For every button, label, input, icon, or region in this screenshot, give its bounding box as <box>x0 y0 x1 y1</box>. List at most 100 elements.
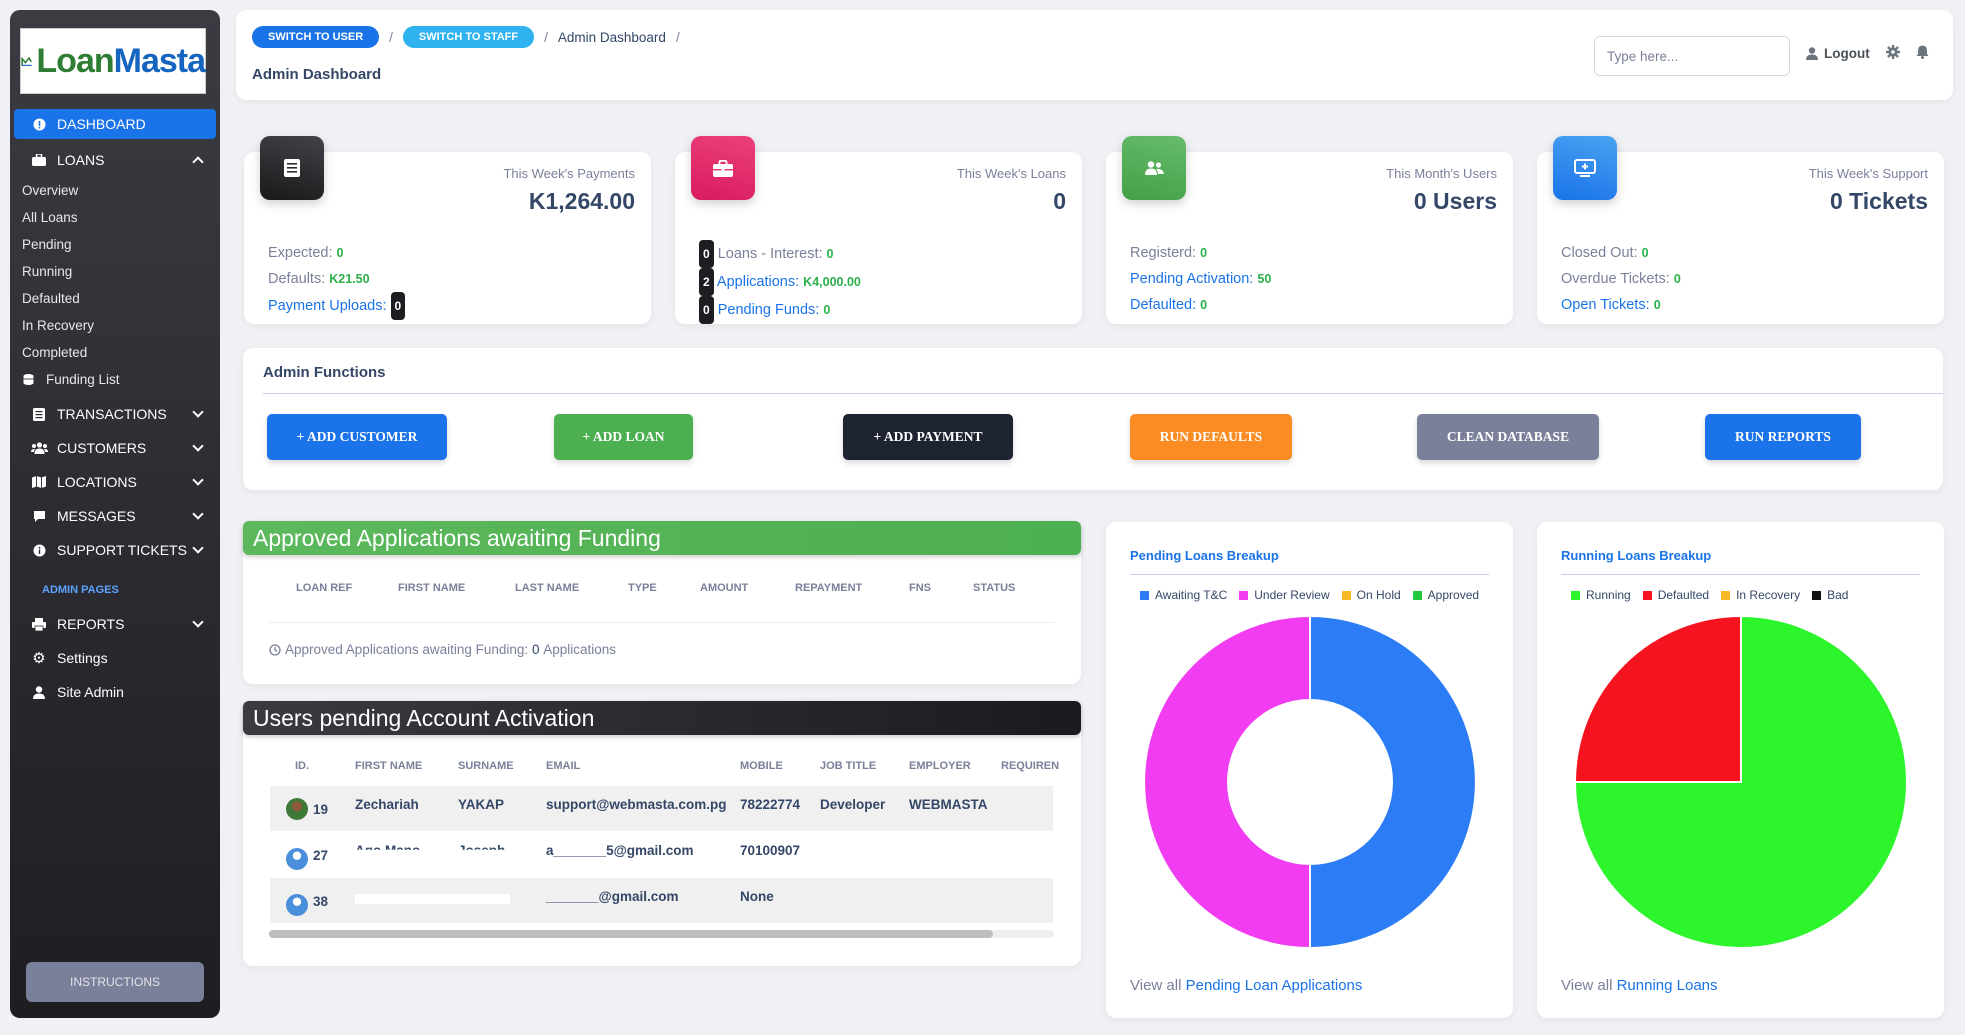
legend-label: Under Review <box>1254 588 1330 602</box>
sidebar-subitem-pending[interactable]: Pending <box>22 237 72 252</box>
pending-loan-applications-link[interactable]: Pending Loan Applications <box>1185 977 1363 994</box>
count-badge: 2 <box>699 268 714 296</box>
stat-value: 0 Tickets <box>1829 188 1928 214</box>
column-header: FIRST NAME <box>398 582 466 594</box>
chart-title: Pending Loans Breakup <box>1130 548 1279 563</box>
breadcrumb-separator: / <box>544 29 548 45</box>
instructions-button[interactable]: INSTRUCTIONS <box>26 962 204 1002</box>
defaulted-users-link[interactable]: Defaulted: <box>1130 297 1197 313</box>
pending-activation-link[interactable]: Pending Activation: <box>1130 271 1254 287</box>
chevron-down-icon <box>192 474 204 486</box>
sidebar-subitem-defaulted[interactable]: Defaulted <box>22 291 80 306</box>
gear-icon: ⚙ <box>32 650 46 667</box>
view-all-prefix: View all <box>1130 977 1182 994</box>
briefcase-icon <box>691 136 755 200</box>
brand-logo[interactable]: LoanMasta <box>20 28 206 94</box>
breadcrumb-current: Admin Dashboard <box>557 29 666 45</box>
cell-job-title: Developer <box>820 797 886 812</box>
settings-gear-icon[interactable] <box>1886 45 1900 64</box>
pie-slice-running[interactable] <box>1573 614 1908 949</box>
chart-legend: Awaiting T&C Under Review On Hold Approved <box>1140 588 1491 602</box>
sidebar-subitem-funding-list[interactable]: Funding List <box>10 366 220 393</box>
loans-interest-label: Loans - Interest: <box>717 246 823 262</box>
cell-email: a_______5@gmail.com <box>546 843 694 858</box>
legend-item[interactable]: Defaulted <box>1642 588 1710 602</box>
switch-to-user-button[interactable]: SWITCH TO USER <box>252 26 380 48</box>
sidebar-item-transactions[interactable]: TRANSACTIONS <box>10 397 220 431</box>
cell-employer: WEBMASTA <box>909 797 988 812</box>
loans-stat-card: This Week's Loans 0 0 Loans - Interest: … <box>675 136 1082 324</box>
column-header: REPAYMENT <box>795 582 863 594</box>
running-loans-link[interactable]: Running Loans <box>1616 977 1718 994</box>
users-stat-card: This Month's Users 0 Users Registerd: 0 … <box>1106 136 1513 324</box>
stat-label: This Week's Payments <box>503 166 635 181</box>
topbar: SWITCH TO USER / SWITCH TO STAFF / Admin… <box>236 10 1953 100</box>
sidebar-item-messages[interactable]: MESSAGES <box>10 499 220 533</box>
search-input[interactable] <box>1594 36 1790 76</box>
legend-swatch <box>1412 590 1422 600</box>
cell-mobile: 78222774 <box>740 797 801 812</box>
sidebar-subitem-running[interactable]: Running <box>22 264 73 279</box>
add-payment-button[interactable]: + ADD PAYMENT <box>843 414 1013 460</box>
column-header: MOBILE <box>740 760 783 772</box>
table-row[interactable]: 38 _______@gmail.com None <box>270 878 1053 923</box>
sidebar-item-reports[interactable]: REPORTS <box>10 607 220 641</box>
sidebar-subitem-completed[interactable]: Completed <box>22 345 88 360</box>
legend-item[interactable]: On Hold <box>1341 588 1401 602</box>
cell-id: 19 <box>313 802 329 817</box>
payment-uploads-link[interactable]: Payment Uploads: <box>268 298 387 314</box>
support-monitor-icon <box>1553 136 1617 200</box>
column-header: REQUIREN <box>1001 760 1060 772</box>
table-row[interactable]: 19 Zechariah YAKAP support@webmasta.com.… <box>270 786 1053 831</box>
pending-funds-link[interactable]: Pending Funds: <box>717 302 820 318</box>
chevron-down-icon <box>192 406 204 418</box>
brand-name: LoanMasta <box>36 41 206 80</box>
uploads-count-badge: 0 <box>390 292 406 320</box>
stat-label: This Week's Support <box>1808 166 1928 181</box>
table-footer: Approved Applications awaiting Funding: … <box>269 642 616 657</box>
sidebar-item-customers[interactable]: CUSTOMERS <box>10 431 220 465</box>
legend-item[interactable]: Approved <box>1412 588 1479 602</box>
table-row[interactable]: 27 Ago Mano Joseph a_______5@gmail.com 7… <box>270 832 1053 877</box>
sidebar-item-loans[interactable]: LOANS <box>10 143 220 177</box>
sidebar-subitem-in-recovery[interactable]: In Recovery <box>22 318 95 333</box>
payments-stat-card: This Week's Payments K1,264.00 Expected:… <box>244 136 651 324</box>
stat-label: This Month's Users <box>1386 166 1497 181</box>
run-defaults-button[interactable]: RUN DEFAULTS <box>1130 414 1292 460</box>
pie-slice-defaulted[interactable] <box>1573 614 1742 783</box>
legend-item[interactable]: Awaiting T&C <box>1140 588 1227 602</box>
applications-link[interactable]: Applications: <box>716 274 800 290</box>
pending-activation-value: 50 <box>1257 272 1272 286</box>
dashboard-icon <box>30 118 48 131</box>
sidebar-item-support-tickets[interactable]: SUPPORT TICKETS <box>10 533 220 567</box>
switch-to-staff-button[interactable]: SWITCH TO STAFF <box>402 26 535 48</box>
legend-item[interactable]: Bad <box>1812 588 1848 602</box>
logout-button[interactable]: Logout <box>1806 46 1870 61</box>
sidebar-item-settings[interactable]: ⚙ Settings <box>10 641 220 675</box>
stat-value: 0 <box>1053 188 1066 214</box>
legend-item[interactable]: Under Review <box>1239 588 1330 602</box>
legend-swatch <box>1571 590 1580 600</box>
scrollbar-thumb[interactable] <box>269 930 993 938</box>
add-customer-button[interactable]: + ADD CUSTOMER <box>267 414 447 460</box>
closed-out-label: Closed Out: <box>1561 245 1638 261</box>
legend-item[interactable]: Running <box>1571 588 1631 602</box>
horizontal-scrollbar[interactable] <box>269 930 1054 938</box>
registered-label: Registerd: <box>1130 245 1197 261</box>
clean-database-button[interactable]: CLEAN DATABASE <box>1417 414 1599 460</box>
sidebar-item-site-admin[interactable]: Site Admin <box>10 675 220 709</box>
printer-icon <box>30 617 48 631</box>
sidebar-item-dashboard[interactable]: DASHBOARD <box>14 109 216 139</box>
run-reports-button[interactable]: RUN REPORTS <box>1705 414 1861 460</box>
cell-email: support@webmasta.com.pg <box>546 797 727 812</box>
sidebar-subitem-overview[interactable]: Overview <box>22 183 79 198</box>
sidebar-subitem-all-loans[interactable]: All Loans <box>22 210 78 225</box>
legend-label: Defaulted <box>1657 588 1710 602</box>
add-loan-button[interactable]: + ADD LOAN <box>554 414 693 460</box>
open-tickets-link[interactable]: Open Tickets: <box>1561 297 1650 313</box>
legend-item[interactable]: In Recovery <box>1721 588 1800 602</box>
notification-bell-icon[interactable] <box>1916 45 1929 64</box>
user-icon <box>30 685 48 699</box>
column-header: AMOUNT <box>700 582 749 594</box>
sidebar-item-locations[interactable]: LOCATIONS <box>10 465 220 499</box>
